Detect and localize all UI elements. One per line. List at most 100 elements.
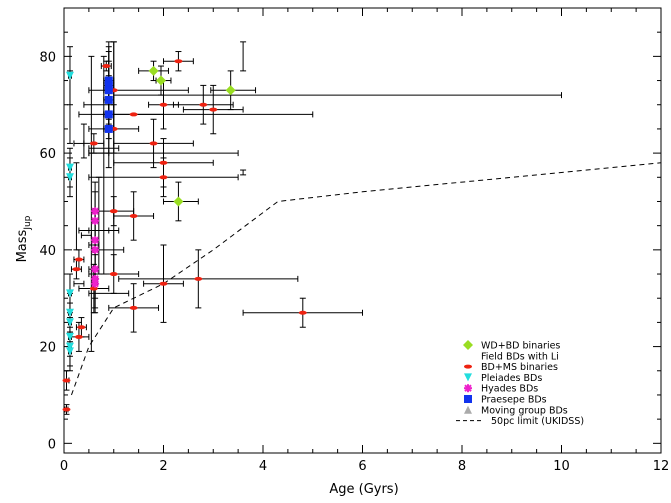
data-point-dash (209, 107, 218, 112)
data-point-dash (129, 305, 138, 310)
legend-marker-asterisk-stroke (464, 384, 472, 392)
data-point-triangle-down (65, 318, 74, 327)
legend-label: WD+BD binaries (481, 341, 560, 352)
data-point-diamond (173, 196, 184, 207)
data-point-dash (159, 281, 168, 286)
x-tick-label: 4 (259, 459, 267, 474)
y-tick-label: 60 (39, 147, 56, 162)
y-axis-label-main: Mass (15, 229, 30, 262)
data-point-square (104, 124, 113, 133)
limit-curve-group (70, 162, 662, 396)
data-point-dash (159, 160, 168, 165)
data-point-dash (129, 112, 138, 117)
data-point-dash (89, 141, 98, 146)
data-point-triangle-down (65, 71, 74, 80)
x-tick-label: 0 (60, 459, 68, 474)
legend-label: Praesepe BDs (481, 395, 547, 406)
legend-label: Field BDs with Li (481, 351, 559, 362)
data-point-diamond (156, 75, 167, 86)
data-point-dash (159, 175, 168, 180)
data-point-dash (77, 325, 86, 330)
legend-label: BD+MS binaries (481, 362, 558, 373)
data-point-triangle-down (65, 308, 74, 317)
data-point-dash (102, 64, 111, 69)
data-point-square (104, 110, 113, 119)
data-point-dash (159, 102, 168, 107)
data-point-asterisk-stroke (91, 236, 99, 244)
x-tick-label: 10 (553, 459, 570, 474)
data-point-triangle-down (65, 342, 74, 351)
data-point-bowtie (104, 289, 113, 298)
data-point-dash (199, 102, 208, 107)
data-point-asterisk (91, 216, 100, 225)
data-point-triangle-down (65, 332, 74, 341)
data-point-dash (74, 257, 83, 262)
data-point-triangle-down (65, 173, 74, 182)
axes: 0 2 4 6 8 10 12 0 20 40 60 80 (39, 7, 670, 474)
data-point-dash (89, 286, 98, 291)
data-point-dash (62, 378, 71, 383)
data-point-diamond (148, 65, 159, 76)
data-point-bowtie (99, 197, 108, 206)
data-point-dash (72, 267, 81, 272)
data-point-asterisk-stroke (91, 265, 99, 273)
data-point-dash (298, 310, 307, 315)
legend-label: Moving group BDs (481, 405, 568, 416)
data-point-asterisk (91, 279, 100, 288)
data-point-dash (149, 141, 158, 146)
data-point-dash (129, 213, 138, 218)
data-point-square (104, 81, 113, 90)
x-tick-label: 2 (159, 459, 167, 474)
x-tick-label: 12 (653, 459, 670, 474)
data-point-bowtie (239, 52, 248, 61)
data-point-bowtie (239, 168, 248, 177)
data-point-triangle-down (65, 163, 74, 172)
data-point-diamond (225, 85, 236, 96)
legend-label: Hyades BDs (481, 384, 538, 395)
data-point-square (104, 86, 113, 95)
x-axis-label: Age (Gyrs) (329, 482, 398, 497)
y-tick-label: 0 (48, 437, 56, 452)
legend-marker-square (464, 395, 472, 403)
data-point-dash (62, 407, 71, 412)
legend-marker-triangle-up (464, 405, 472, 414)
data-point-asterisk (91, 245, 100, 254)
data-point-dash (174, 59, 183, 64)
data-point-asterisk (91, 265, 100, 274)
legend-label: Pleiades BDs (481, 373, 542, 384)
y-axis-label-subscript: Jup (23, 215, 33, 230)
y-tick-label: 80 (39, 50, 56, 65)
data-point-bowtie (159, 149, 168, 158)
data-point-asterisk-stroke (91, 246, 99, 254)
data-point-bowtie (104, 245, 113, 254)
data-markers (62, 52, 307, 412)
data-point-asterisk-stroke (91, 217, 99, 225)
data-point-dash (109, 272, 118, 277)
y-axis-label: MassJup (15, 215, 33, 262)
y-tick-label: 40 (39, 244, 56, 259)
legend-marker-bowtie (464, 351, 472, 360)
data-point-square (104, 95, 113, 104)
data-point-dash (109, 209, 118, 214)
data-point-triangle-down (65, 347, 74, 356)
data-point-asterisk (91, 236, 100, 245)
data-point-square (104, 76, 113, 85)
legend-marker-asterisk (464, 384, 472, 393)
data-point-bowtie (99, 144, 108, 153)
legend-marker-diamond (463, 340, 473, 350)
limit-curve-line (70, 162, 662, 396)
legend-marker-triangle-down (464, 373, 472, 382)
data-point-bowtie (99, 226, 108, 235)
y-tick-label: 20 (39, 341, 56, 356)
data-point-asterisk-stroke (91, 207, 99, 215)
x-tick-label: 6 (358, 459, 366, 474)
x-tick-label: 8 (458, 459, 466, 474)
data-point-asterisk (91, 207, 100, 216)
legend-label: 50pc limit (UKIDSS) (491, 416, 584, 427)
data-point-dash (194, 276, 203, 281)
legend-marker-dash (464, 364, 472, 369)
data-point-asterisk-stroke (91, 279, 99, 288)
